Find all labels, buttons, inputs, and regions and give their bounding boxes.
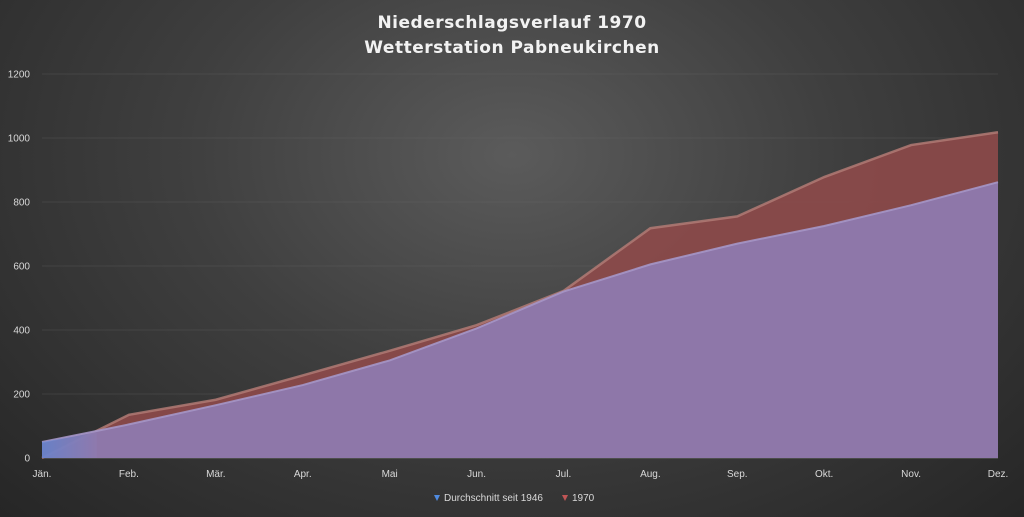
y-tick-label: 1000 (8, 134, 31, 145)
y-tick-label: 0 (24, 454, 30, 465)
x-tick-label: Nov. (901, 469, 921, 480)
x-tick-label: Jun. (467, 469, 486, 480)
legend-swatch (562, 495, 568, 501)
chart-title: Niederschlagsverlauf 1970 Wetterstation … (364, 13, 659, 58)
x-axis-ticks: Jän. Feb. Mär. Apr. Mai Jun. Jul. Aug. Sep. Okt. N… (33, 469, 1009, 480)
series-areas (41, 131, 999, 460)
y-tick-label: 200 (13, 390, 30, 401)
chart-title-line-1: Niederschlagsverlauf 1970 (377, 13, 646, 33)
x-tick-label: Jän. (33, 469, 52, 480)
y-tick-label: 1200 (8, 70, 31, 81)
x-tick-label: Mai (382, 469, 398, 480)
y-tick-label: 800 (13, 198, 30, 209)
series-line-1970 (41, 131, 999, 460)
series-start-highlight (42, 432, 97, 458)
x-tick-label: Mär. (206, 469, 225, 480)
x-tick-label: Sep. (727, 469, 748, 480)
y-tick-label: 400 (13, 326, 30, 337)
x-tick-label: Jul. (556, 469, 572, 480)
x-tick-label: Apr. (294, 469, 312, 480)
legend-swatch (434, 495, 440, 501)
y-tick-label: 600 (13, 262, 30, 273)
legend-label: 1970 (572, 493, 595, 504)
x-tick-label: Feb. (119, 469, 139, 480)
x-tick-label: Aug. (640, 469, 661, 480)
x-tick-label: Dez. (988, 469, 1009, 480)
y-axis-ticks: 0 200 400 600 800 1000 1200 (8, 70, 31, 465)
legend-label: Durchschnitt seit 1946 (444, 493, 543, 504)
chart-subtitle: Wetterstation Pabneukirchen (364, 38, 659, 58)
series-area-durchschnitt (42, 182, 998, 458)
x-tick-label: Okt. (815, 469, 833, 480)
legend: Durchschnitt seit 1946 1970 (434, 493, 595, 504)
series-line-durchschnitt (41, 181, 999, 443)
